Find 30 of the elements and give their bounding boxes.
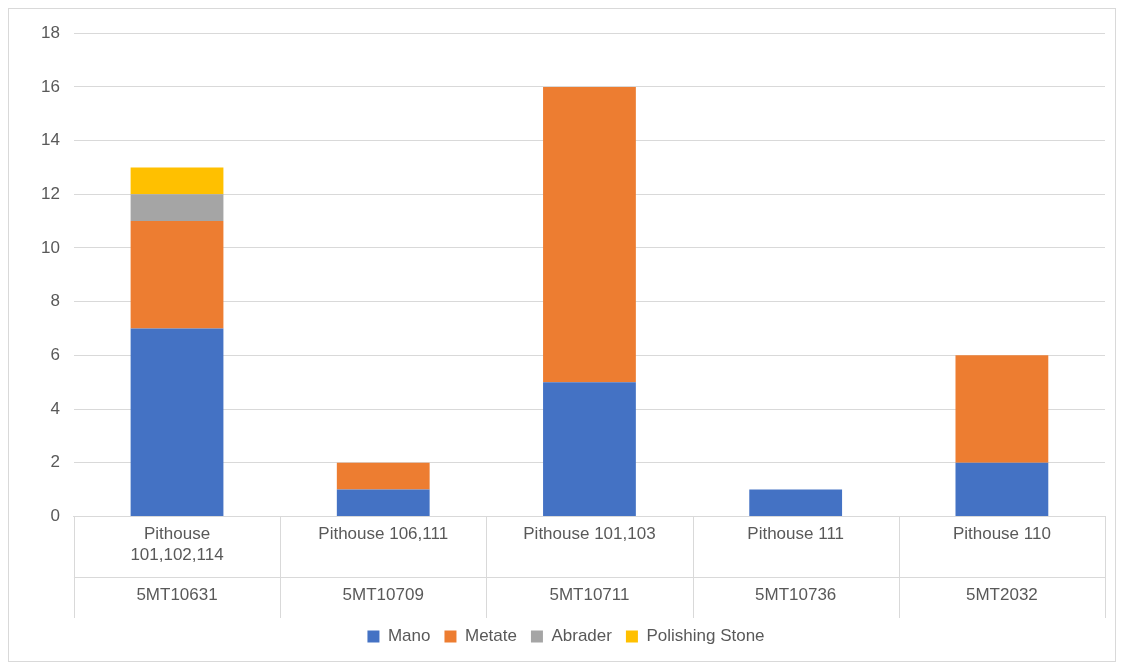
bar bbox=[130, 167, 224, 195]
y-tick-label: 4 bbox=[50, 398, 60, 418]
bar bbox=[336, 489, 430, 516]
category-label: Pithouse 106,111 5MT10709 bbox=[318, 524, 449, 605]
category-label: Pithouse 110 5MT2032 bbox=[952, 524, 1051, 605]
legend-label: Mano bbox=[387, 626, 431, 646]
y-tick-label: 18 bbox=[40, 22, 60, 42]
legend-label: Polishing Stone bbox=[646, 626, 765, 646]
category-label: Pithouse 101,102,114 5MT10631 bbox=[130, 524, 224, 605]
y-tick-label: 6 bbox=[50, 345, 60, 365]
category-label: Pithouse 101,103 5MT10711 bbox=[523, 524, 656, 605]
bar bbox=[749, 489, 843, 516]
y-tick-label: 2 bbox=[50, 452, 60, 472]
bar bbox=[543, 382, 636, 516]
bar bbox=[130, 221, 224, 329]
category-label: Pithouse 111 5MT10736 bbox=[747, 524, 845, 605]
bar bbox=[543, 86, 636, 383]
bar bbox=[955, 355, 1049, 463]
y-tick-label: 10 bbox=[40, 237, 60, 257]
y-tick-label: 8 bbox=[50, 291, 60, 311]
legend-label: Metate bbox=[464, 626, 517, 646]
y-tick-label: 0 bbox=[50, 506, 60, 526]
bar bbox=[955, 462, 1049, 516]
bar bbox=[130, 328, 224, 516]
y-tick-label: 12 bbox=[40, 183, 60, 203]
bar bbox=[336, 462, 430, 490]
bar bbox=[130, 194, 224, 222]
y-tick-label: 16 bbox=[40, 76, 60, 96]
legend-label: Abrader bbox=[551, 626, 613, 646]
y-tick-label: 14 bbox=[40, 130, 60, 150]
